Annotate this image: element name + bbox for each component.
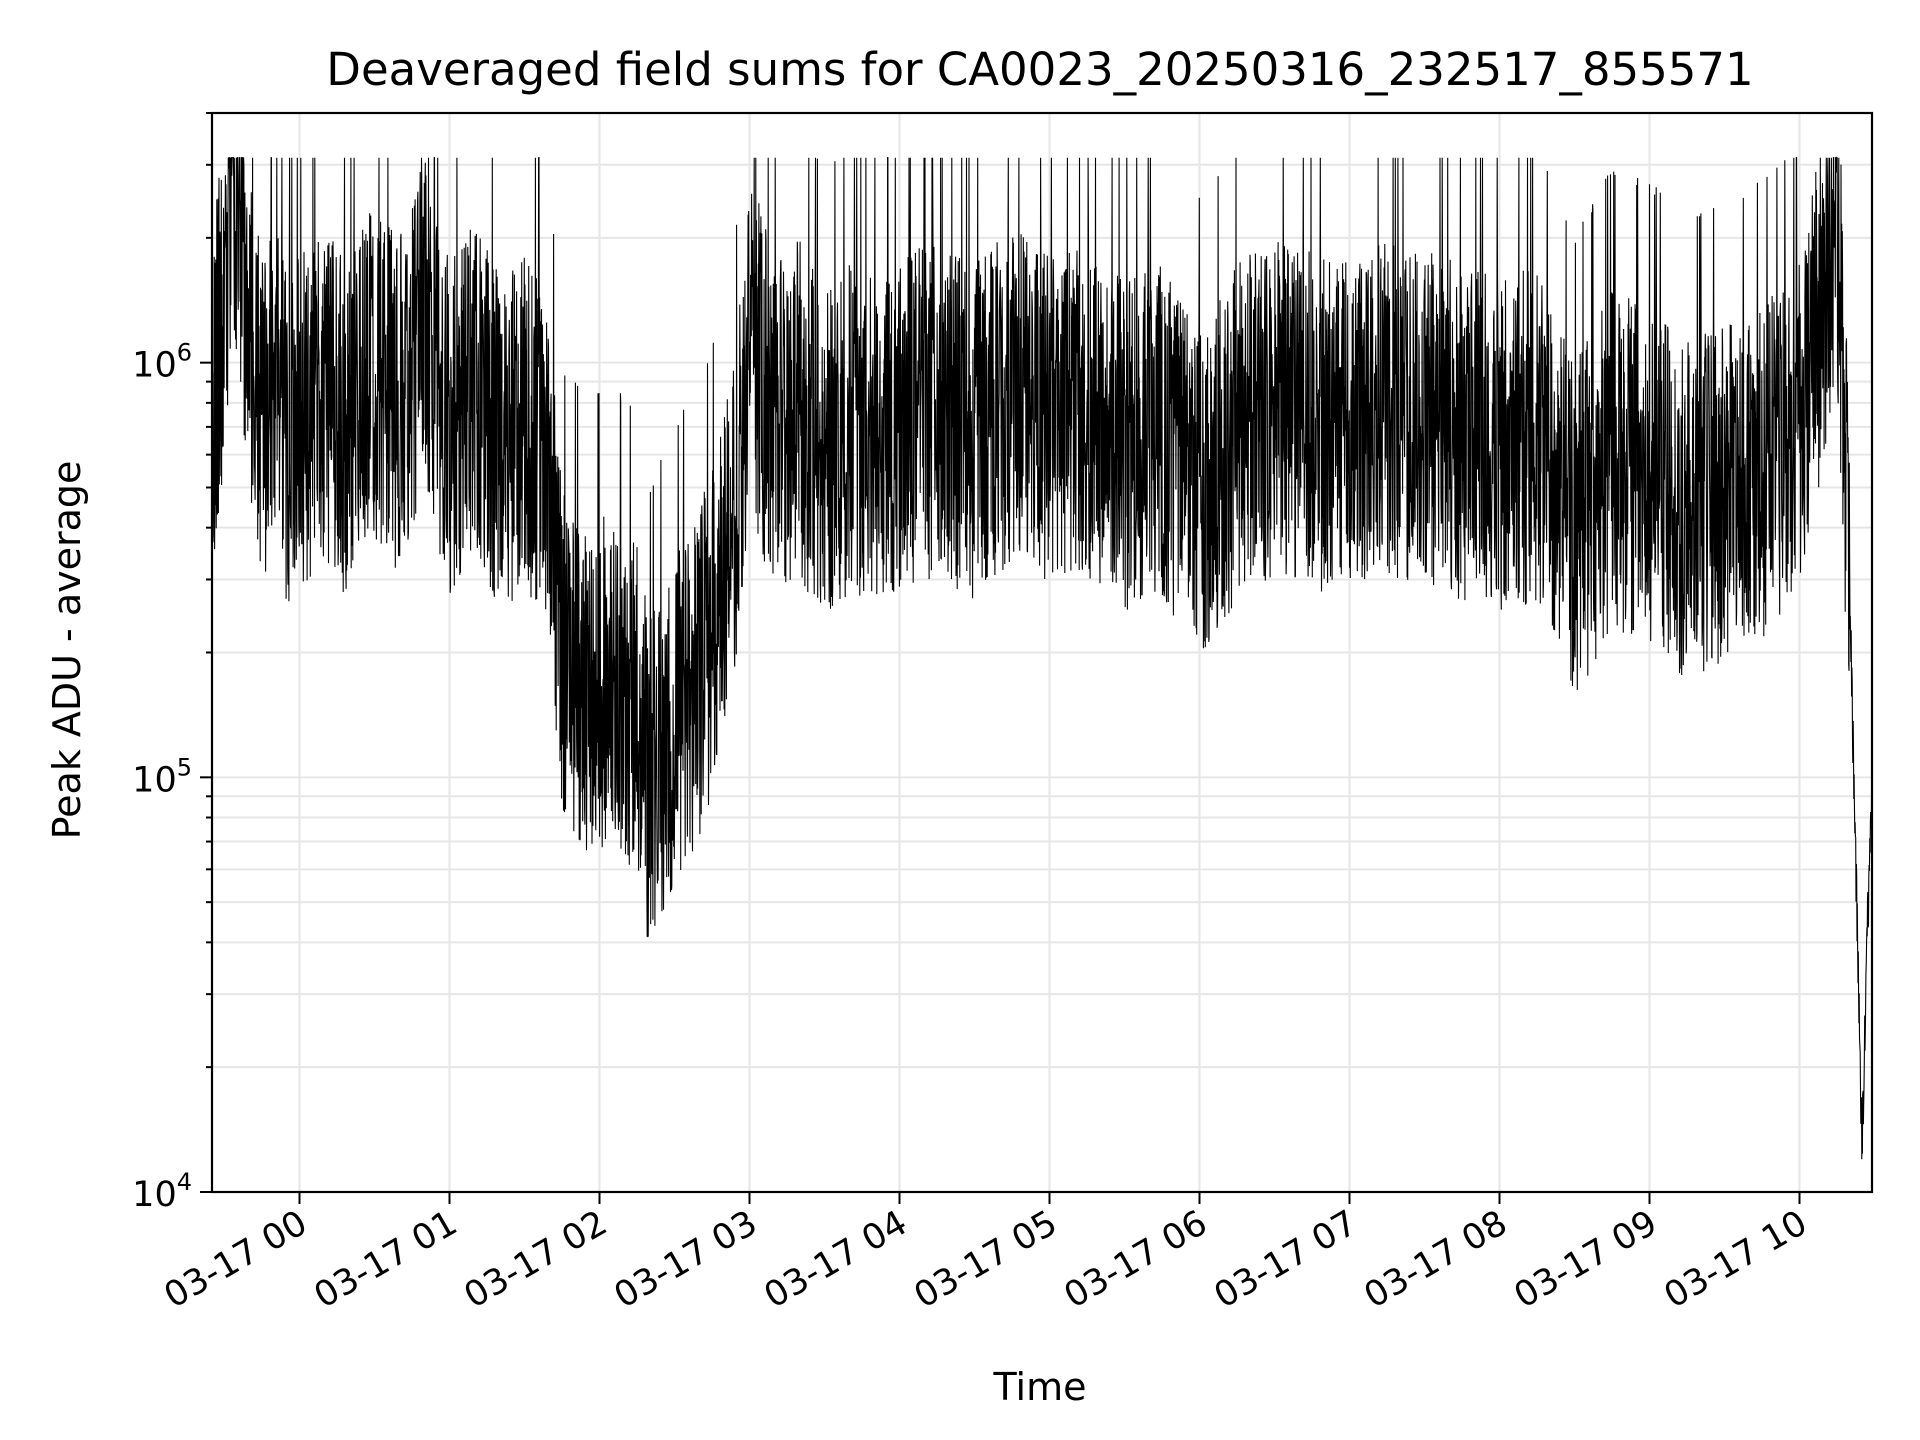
y-tick-label: 104: [132, 1168, 192, 1215]
y-tick-base: 10: [132, 1175, 177, 1215]
y-tick-label: 105: [132, 753, 192, 800]
x-axis-label: Time: [993, 1365, 1087, 1409]
y-tick-base: 10: [132, 346, 177, 386]
y-tick-label: 106: [132, 339, 192, 386]
chart-title: Deaveraged field sums for CA0023_2025031…: [326, 43, 1753, 96]
y-tick-exponent: 6: [177, 339, 192, 367]
y-tick-base: 10: [132, 760, 177, 800]
y-tick-exponent: 4: [177, 1168, 192, 1196]
y-tick-exponent: 5: [177, 753, 192, 781]
data-line-series: [211, 156, 1873, 1160]
y-axis-label: Peak ADU - average: [45, 461, 89, 840]
